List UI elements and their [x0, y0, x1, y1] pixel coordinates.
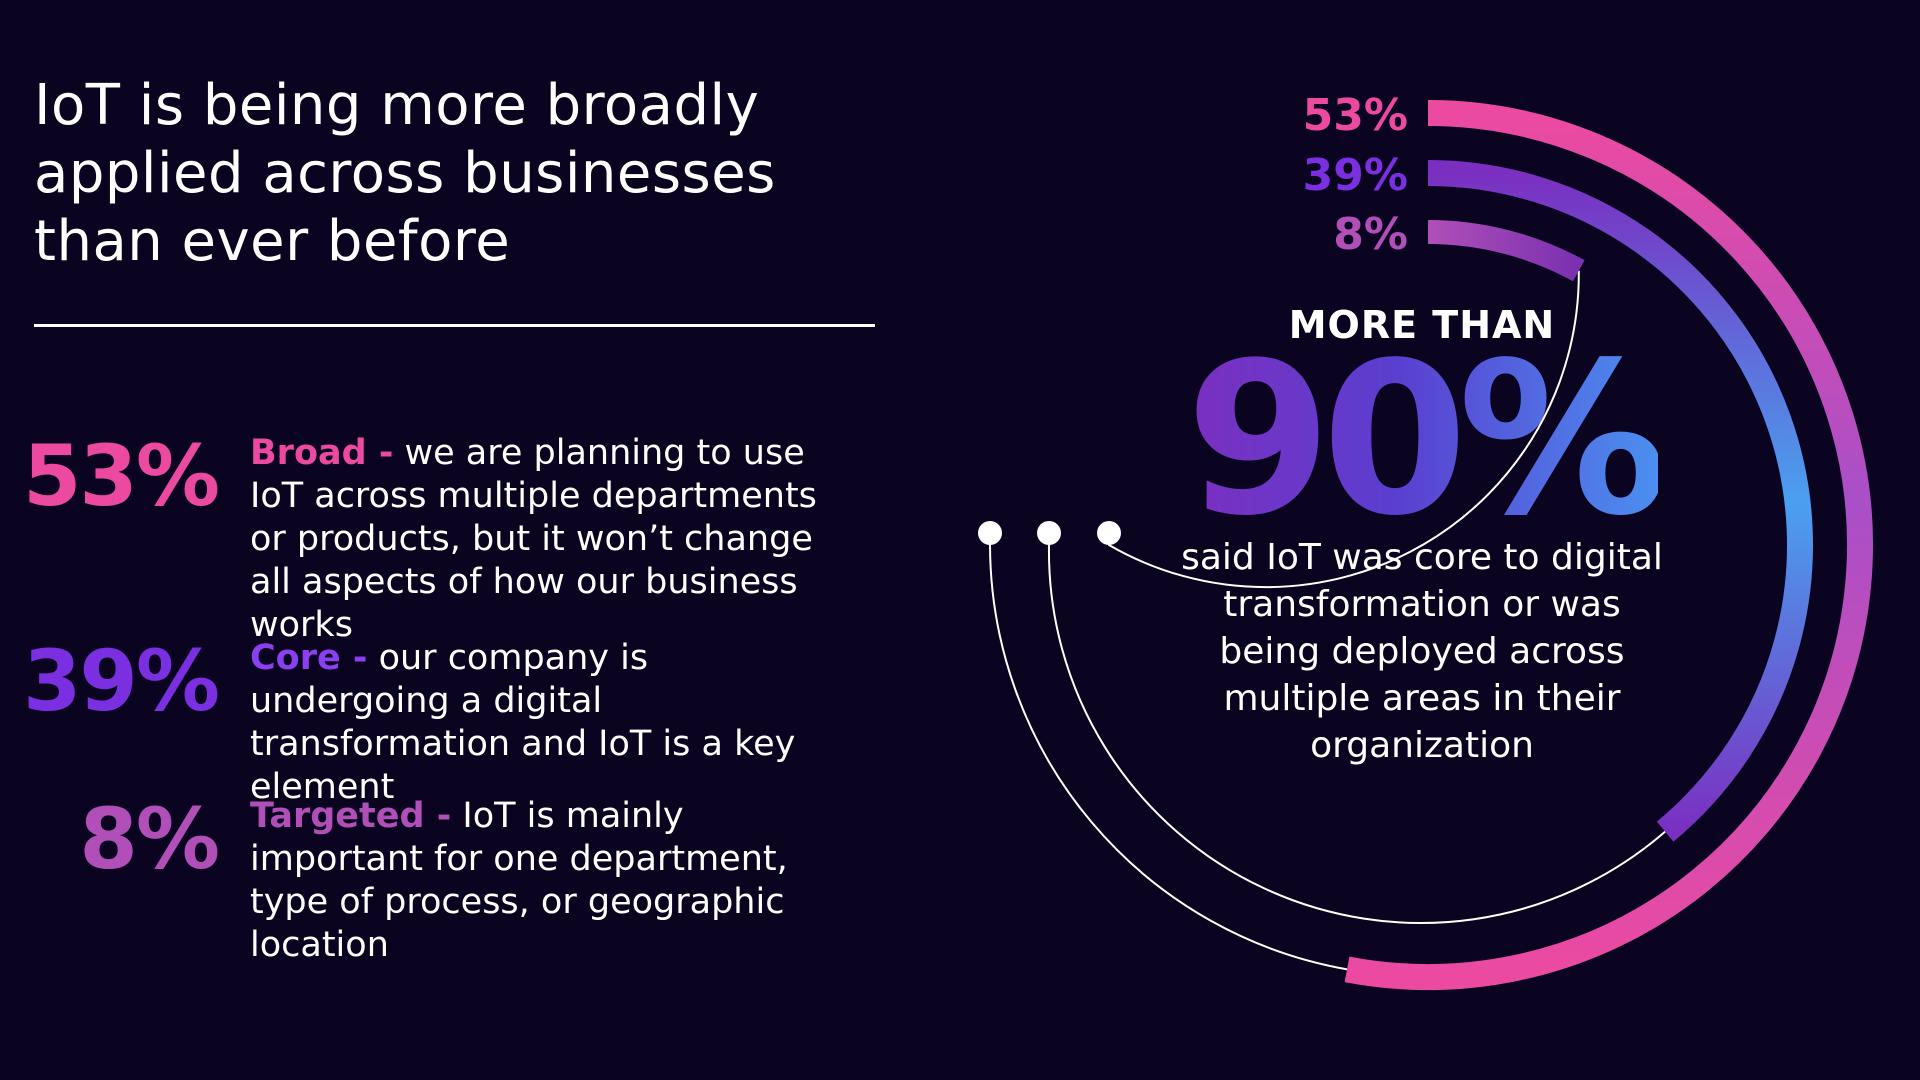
divider [34, 324, 875, 327]
ring-label-core: 39% [1303, 150, 1408, 201]
dot-core [1037, 521, 1061, 545]
stat-broad-percent: 53% [22, 427, 220, 525]
stat-targeted-text: IoT is mainly important for one departme… [250, 796, 788, 965]
arc-core [1427, 160, 1813, 842]
stat-core-percent: 39% [22, 632, 220, 730]
stat-targeted-label: Targeted - [250, 796, 452, 836]
dot-broad [978, 521, 1002, 545]
stat-targeted-percent: 8% [79, 790, 220, 888]
guide-line-targeted [1108, 270, 1580, 589]
stat-targeted-description: Targeted - IoT is mainly important for o… [250, 795, 850, 967]
callout-value-text: 90% [1185, 317, 1669, 562]
guide-line-core [1047, 533, 1666, 924]
callout-prefix: MORE THAN [1222, 302, 1622, 348]
stat-broad-text: we are planning to use IoT across multip… [250, 433, 817, 645]
guide-line-broad [989, 533, 1348, 971]
arc-broad [1344, 100, 1873, 990]
stat-broad-description: Broad - we are planning to use IoT acros… [250, 432, 850, 647]
ring-label-broad: 53% [1303, 90, 1408, 141]
ring-label-targeted: 8% [1333, 209, 1408, 260]
stat-core-text: our company is undergoing a digital tran… [250, 638, 796, 807]
arc-targeted [1427, 220, 1585, 282]
headline: IoT is being more broadly applied across… [34, 73, 776, 274]
stat-core-label: Core - [250, 638, 368, 678]
stat-core-description: Core - our company is undergoing a digit… [250, 637, 850, 809]
radial-bar-chart: 53% 39% 8% [978, 90, 1873, 990]
stat-broad-label: Broad - [250, 433, 394, 473]
callout-value: 90% [1172, 330, 1672, 550]
dot-targeted [1097, 521, 1121, 545]
callout-description: said IoT was core to digital transformat… [1181, 537, 1663, 766]
